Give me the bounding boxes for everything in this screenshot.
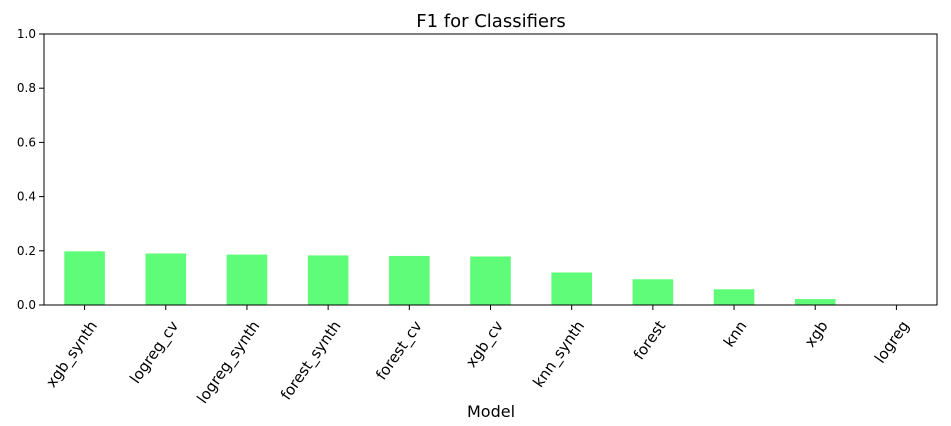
bars-group — [64, 251, 836, 305]
x-tick-label-forest_cv: forest_cv — [372, 317, 427, 384]
chart-title: F1 for Classifiers — [416, 11, 566, 32]
x-tick-label-xgb_synth: xgb_synth — [42, 317, 102, 391]
bar-xgb_synth — [64, 251, 105, 305]
x-tick-label-forest_synth: forest_synth — [277, 317, 346, 404]
x-tick-label-xgb: xgb — [801, 317, 832, 350]
bar-xgb — [794, 299, 836, 305]
bar-forest_cv — [389, 255, 430, 305]
y-tick-label: 0.6 — [17, 135, 36, 149]
x-tick-label-knn_synth: knn_synth — [529, 317, 589, 391]
y-axis: 0.0 0.2 0.4 0.6 0.8 1.0 — [17, 27, 44, 312]
x-tick-label-knn: knn — [720, 317, 751, 350]
bar-forest — [632, 279, 674, 305]
y-tick-label: 0.0 — [17, 298, 36, 312]
y-tick-label: 0.8 — [17, 81, 36, 95]
y-tick-label: 0.4 — [17, 190, 36, 204]
y-tick-label: 1.0 — [17, 27, 36, 41]
x-tick-label-logreg_synth: logreg_synth — [193, 317, 264, 407]
bar-forest_synth — [307, 255, 349, 305]
bar-xgb_cv — [470, 256, 511, 305]
x-tick-label-logreg: logreg — [871, 317, 913, 366]
y-tick-label: 0.2 — [17, 244, 36, 258]
x-tick-label-forest: forest — [630, 317, 670, 363]
x-tick-label-logreg_cv: logreg_cv — [126, 317, 183, 387]
x-axis-label: Model — [467, 402, 515, 421]
bar-knn — [713, 289, 755, 305]
x-tick-label-xgb_cv: xgb_cv — [462, 317, 508, 371]
bar-logreg_cv — [145, 253, 187, 305]
x-axis: xgb_synth logreg_cv logreg_synth forest_syn… — [42, 305, 913, 407]
bar-logreg_synth — [226, 254, 268, 305]
bar-knn_synth — [551, 272, 592, 305]
